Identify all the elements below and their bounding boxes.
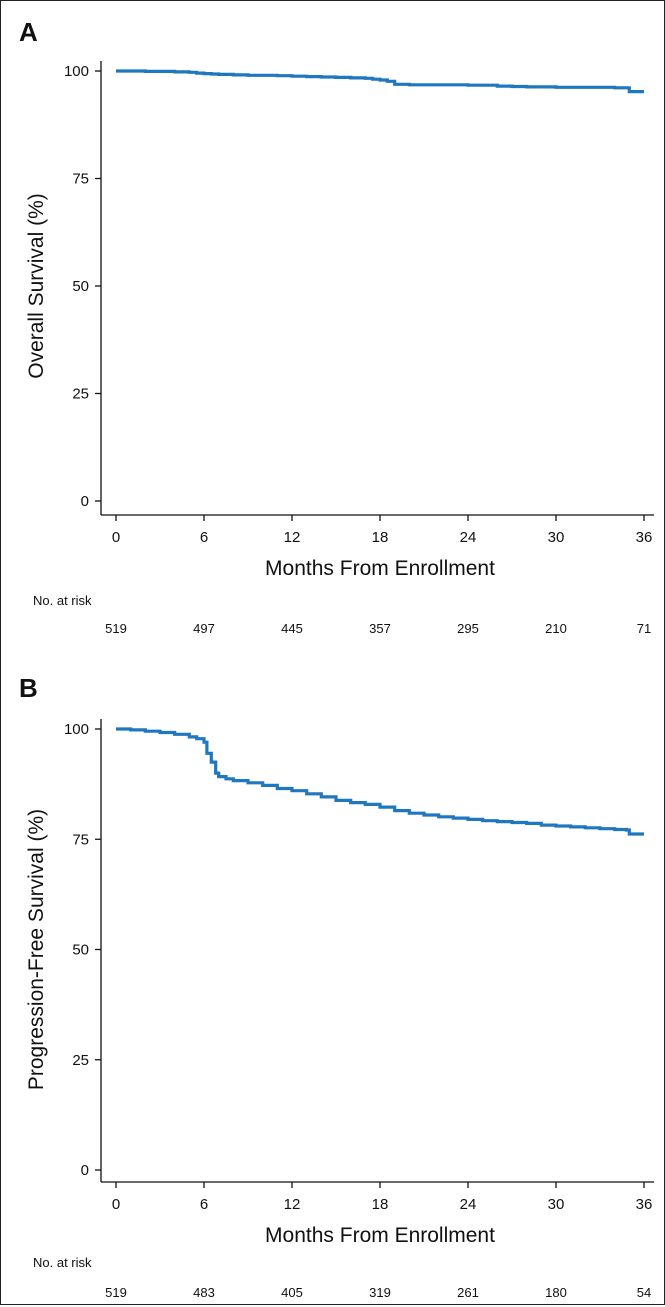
pfs-x-axis-title: Months From Enrollment [265, 1224, 495, 1247]
os-x-tick-label: 24 [460, 529, 477, 546]
pfs-at-risk-label: No. at risk [33, 1255, 92, 1270]
pfs-at-risk-value: 180 [545, 1285, 567, 1300]
pfs-at-risk-value: 54 [637, 1285, 651, 1300]
pfs-y-axis-title: Progression-Free Survival (%) [25, 809, 48, 1090]
panel-label-a: A [19, 17, 38, 47]
os-x-tick-label: 18 [372, 529, 389, 546]
os-survival-curve [116, 69, 644, 94]
os-y-tick-label: 50 [72, 278, 89, 295]
os-y-tick-label: 75 [72, 171, 89, 188]
progression-free-survival-chart: 0 25 50 75 100 0 6 12 18 24 30 36 Months From Enroll… [25, 719, 654, 1300]
os-at-risk-value: 357 [369, 621, 391, 636]
pfs-x-tick-label: 12 [284, 1196, 301, 1213]
os-at-risk-value: 71 [637, 621, 651, 636]
pfs-at-risk-value: 519 [105, 1285, 127, 1300]
os-x-axis-title: Months From Enrollment [265, 557, 495, 580]
os-at-risk-value: 210 [545, 621, 567, 636]
pfs-y-tick-label: 50 [72, 942, 89, 959]
os-y-tick-label: 100 [64, 63, 89, 80]
pfs-survival-curve [116, 727, 644, 836]
pfs-x-tick-label: 18 [372, 1196, 389, 1213]
panel-label-b: B [19, 673, 38, 703]
panel-b: B 0 25 50 75 100 0 6 12 18 24 30 36 Months From Enro… [1, 657, 664, 1307]
os-at-risk-value: 445 [281, 621, 303, 636]
os-y-tick-label: 0 [81, 493, 89, 510]
os-at-risk-value: 497 [193, 621, 215, 636]
pfs-y-tick-label: 0 [81, 1162, 89, 1179]
os-x-tick-label: 12 [284, 529, 301, 546]
pfs-x-tick-label: 6 [200, 1196, 208, 1213]
pfs-y-tick-label: 25 [72, 1052, 89, 1069]
pfs-at-risk-value: 405 [281, 1285, 303, 1300]
os-x-tick-label: 36 [636, 529, 653, 546]
os-y-tick-label: 25 [72, 386, 89, 403]
pfs-x-tick-label: 24 [460, 1196, 477, 1213]
os-at-risk-label: No. at risk [33, 593, 92, 608]
os-y-axis-title: Overall Survival (%) [25, 193, 48, 379]
pfs-y-tick-label: 100 [64, 721, 89, 738]
pfs-x-tick-label: 0 [112, 1196, 120, 1213]
pfs-at-risk-value: 483 [193, 1285, 215, 1300]
os-x-tick-label: 30 [548, 529, 565, 546]
os-at-risk-value: 295 [457, 621, 479, 636]
os-x-tick-label: 6 [200, 529, 208, 546]
os-x-tick-label: 0 [112, 529, 120, 546]
pfs-x-tick-label: 36 [636, 1196, 653, 1213]
pfs-at-risk-value: 319 [369, 1285, 391, 1300]
pfs-x-tick-label: 30 [548, 1196, 565, 1213]
panel-a: A 0 25 50 75 100 0 6 12 18 24 30 36 Months From Enro… [1, 1, 664, 651]
overall-survival-chart: 0 25 50 75 100 0 6 12 18 24 30 36 Months From Enroll… [25, 61, 654, 636]
pfs-y-tick-label: 75 [72, 831, 89, 848]
pfs-at-risk-value: 261 [457, 1285, 479, 1300]
os-at-risk-value: 519 [105, 621, 127, 636]
